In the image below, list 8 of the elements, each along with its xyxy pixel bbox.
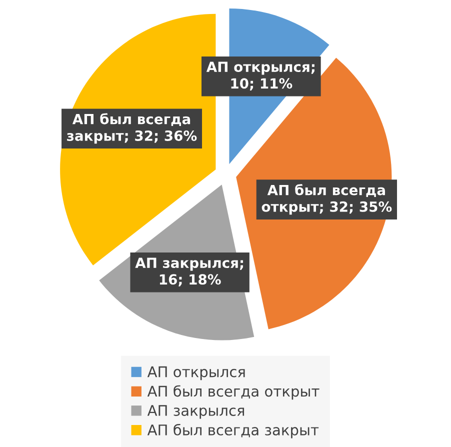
legend-label: АП закрылся bbox=[147, 405, 244, 419]
data-label: АП был всегда закрыт; 32; 36% bbox=[67, 113, 197, 144]
data-label: АП был всегда открыт; 32; 35% bbox=[262, 184, 392, 215]
legend-label: АП был всегда закрыт bbox=[147, 424, 319, 438]
legend-label: АП открылся bbox=[147, 366, 245, 380]
data-label: АП закрылся; 16; 18% bbox=[135, 258, 244, 286]
legend-label: АП был всегда открыт bbox=[147, 385, 320, 400]
data-label: АП открылся; 10; 11% bbox=[206, 62, 314, 90]
